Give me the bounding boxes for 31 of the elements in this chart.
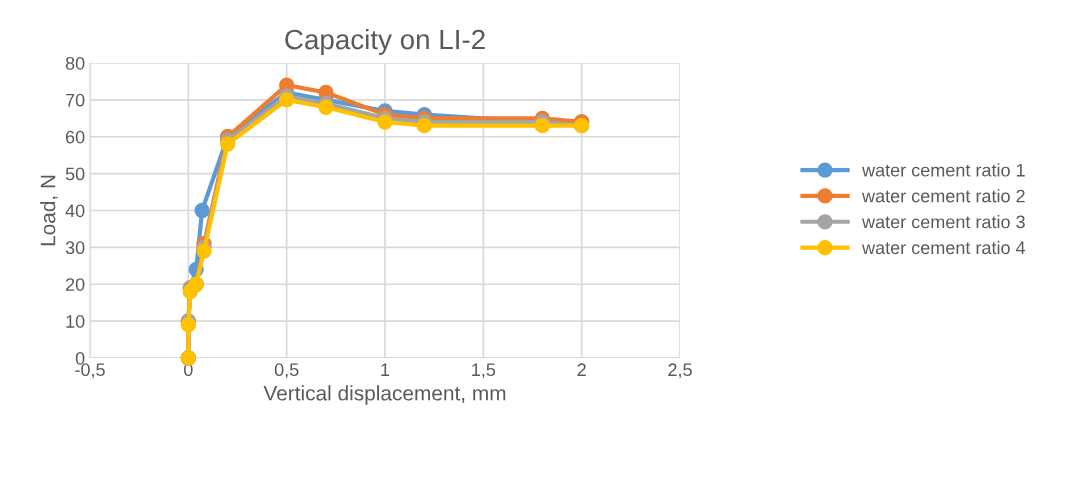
y-tick-label: 10 <box>66 315 85 328</box>
y-tick-label: 70 <box>65 93 85 107</box>
x-tick-label: 1,5 <box>472 363 496 379</box>
y-tick-label: 40 <box>65 204 85 218</box>
point <box>196 243 212 259</box>
legend-label: water cement ratio 3 <box>862 215 1025 229</box>
point <box>279 92 295 108</box>
y-tick-label: 30 <box>65 241 85 255</box>
y-tick-label: 20 <box>65 278 85 291</box>
point <box>318 99 334 115</box>
x-tick-label: 2 <box>577 363 586 376</box>
y-tick-label: 60 <box>65 130 85 144</box>
legend-label: water cement ratio 2 <box>862 189 1025 203</box>
legend-label: water cement ratio 4 <box>862 240 1026 255</box>
x-tick-label: 0,5 <box>274 363 299 379</box>
x-axis-title: Vertical displacement, mm <box>263 385 506 405</box>
point <box>194 202 210 219</box>
y-tick-label: 0 <box>75 351 85 365</box>
y-tick-label: 80 <box>65 56 85 70</box>
legend-label: water cement ratio 1 <box>862 163 1025 177</box>
chart-title: Capacity on LI-2 <box>285 28 485 55</box>
point <box>534 118 550 134</box>
point <box>180 317 196 333</box>
y-axis-title: Load, N <box>40 175 58 246</box>
y-tick-label: 50 <box>65 167 85 181</box>
x-tick-label: 2,5 <box>668 363 692 379</box>
point <box>416 118 432 134</box>
point <box>220 136 236 152</box>
x-tick-label: -0,5 <box>75 363 105 379</box>
point <box>377 114 393 130</box>
x-tick-label: 1 <box>381 363 390 376</box>
